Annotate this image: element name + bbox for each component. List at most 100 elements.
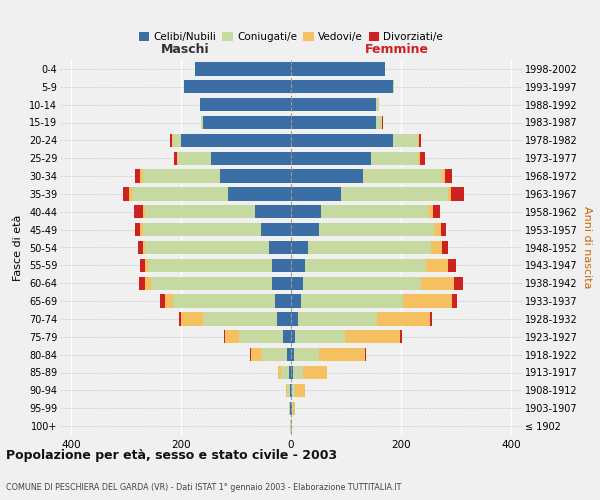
Bar: [434, 223, 440, 236]
Bar: [228, 187, 291, 200]
Bar: [283, 330, 291, 344]
Bar: [291, 223, 319, 236]
Bar: [448, 187, 451, 200]
Bar: [428, 205, 433, 218]
Bar: [289, 366, 291, 379]
Bar: [148, 258, 272, 272]
Bar: [403, 294, 452, 308]
Bar: [143, 241, 145, 254]
Bar: [365, 348, 367, 362]
Bar: [291, 312, 298, 326]
Text: Popolazione per età, sesso e stato civile - 2003: Popolazione per età, sesso e stato civil…: [6, 450, 337, 462]
Bar: [291, 330, 295, 344]
Bar: [371, 152, 418, 165]
Bar: [294, 348, 319, 362]
Bar: [442, 170, 445, 183]
Bar: [341, 187, 448, 200]
Bar: [286, 384, 287, 397]
Bar: [319, 223, 434, 236]
Text: COMUNE DI PESCHIERA DEL GARDA (VR) - Dati ISTAT 1° gennaio 2003 - Elaborazione T: COMUNE DI PESCHIERA DEL GARDA (VR) - Dat…: [6, 484, 401, 492]
Bar: [291, 348, 294, 362]
Bar: [426, 258, 448, 272]
Bar: [225, 330, 239, 344]
Bar: [281, 366, 289, 379]
Bar: [220, 170, 291, 183]
Bar: [143, 223, 261, 236]
Bar: [291, 80, 393, 94]
Bar: [293, 402, 295, 415]
Bar: [136, 170, 140, 183]
Bar: [452, 294, 457, 308]
Bar: [184, 80, 291, 94]
Bar: [291, 98, 376, 112]
Bar: [176, 152, 178, 165]
Bar: [145, 241, 269, 254]
Bar: [418, 134, 419, 147]
Bar: [289, 402, 290, 415]
Bar: [362, 170, 442, 183]
Bar: [277, 312, 291, 326]
Bar: [272, 276, 291, 290]
Bar: [419, 134, 421, 147]
Bar: [287, 348, 291, 362]
Bar: [291, 294, 301, 308]
Bar: [376, 98, 379, 112]
Bar: [138, 241, 143, 254]
Bar: [293, 366, 302, 379]
Bar: [134, 205, 143, 218]
Bar: [291, 62, 385, 76]
Bar: [170, 134, 172, 147]
Bar: [291, 134, 393, 147]
Bar: [291, 116, 376, 129]
Bar: [179, 312, 181, 326]
Bar: [173, 294, 275, 308]
Bar: [173, 134, 181, 147]
Bar: [262, 348, 287, 362]
Bar: [448, 258, 456, 272]
Bar: [305, 258, 426, 272]
Bar: [251, 348, 262, 362]
Bar: [298, 312, 377, 326]
Bar: [319, 348, 365, 362]
Bar: [290, 384, 291, 397]
Bar: [239, 330, 283, 344]
Bar: [181, 134, 291, 147]
Bar: [174, 152, 176, 165]
Bar: [291, 276, 303, 290]
Bar: [295, 384, 305, 397]
Bar: [308, 241, 431, 254]
Bar: [291, 152, 371, 165]
Bar: [301, 294, 403, 308]
Bar: [291, 241, 308, 254]
Bar: [172, 134, 173, 147]
Bar: [377, 312, 430, 326]
Bar: [445, 170, 452, 183]
Bar: [291, 384, 292, 397]
Bar: [321, 205, 428, 218]
Bar: [295, 330, 345, 344]
Bar: [291, 205, 321, 218]
Bar: [303, 276, 421, 290]
Bar: [140, 223, 143, 236]
Bar: [292, 384, 295, 397]
Bar: [442, 241, 448, 254]
Bar: [140, 258, 145, 272]
Bar: [291, 170, 362, 183]
Y-axis label: Fasce di età: Fasce di età: [13, 214, 23, 280]
Bar: [224, 330, 225, 344]
Bar: [202, 116, 203, 129]
Bar: [393, 134, 418, 147]
Bar: [136, 223, 140, 236]
Text: Maschi: Maschi: [160, 44, 209, 56]
Bar: [160, 294, 164, 308]
Bar: [203, 312, 277, 326]
Bar: [151, 276, 272, 290]
Bar: [278, 366, 281, 379]
Bar: [250, 348, 251, 362]
Bar: [255, 205, 291, 218]
Bar: [164, 294, 173, 308]
Bar: [140, 170, 143, 183]
Bar: [345, 330, 400, 344]
Bar: [418, 152, 420, 165]
Bar: [211, 152, 291, 165]
